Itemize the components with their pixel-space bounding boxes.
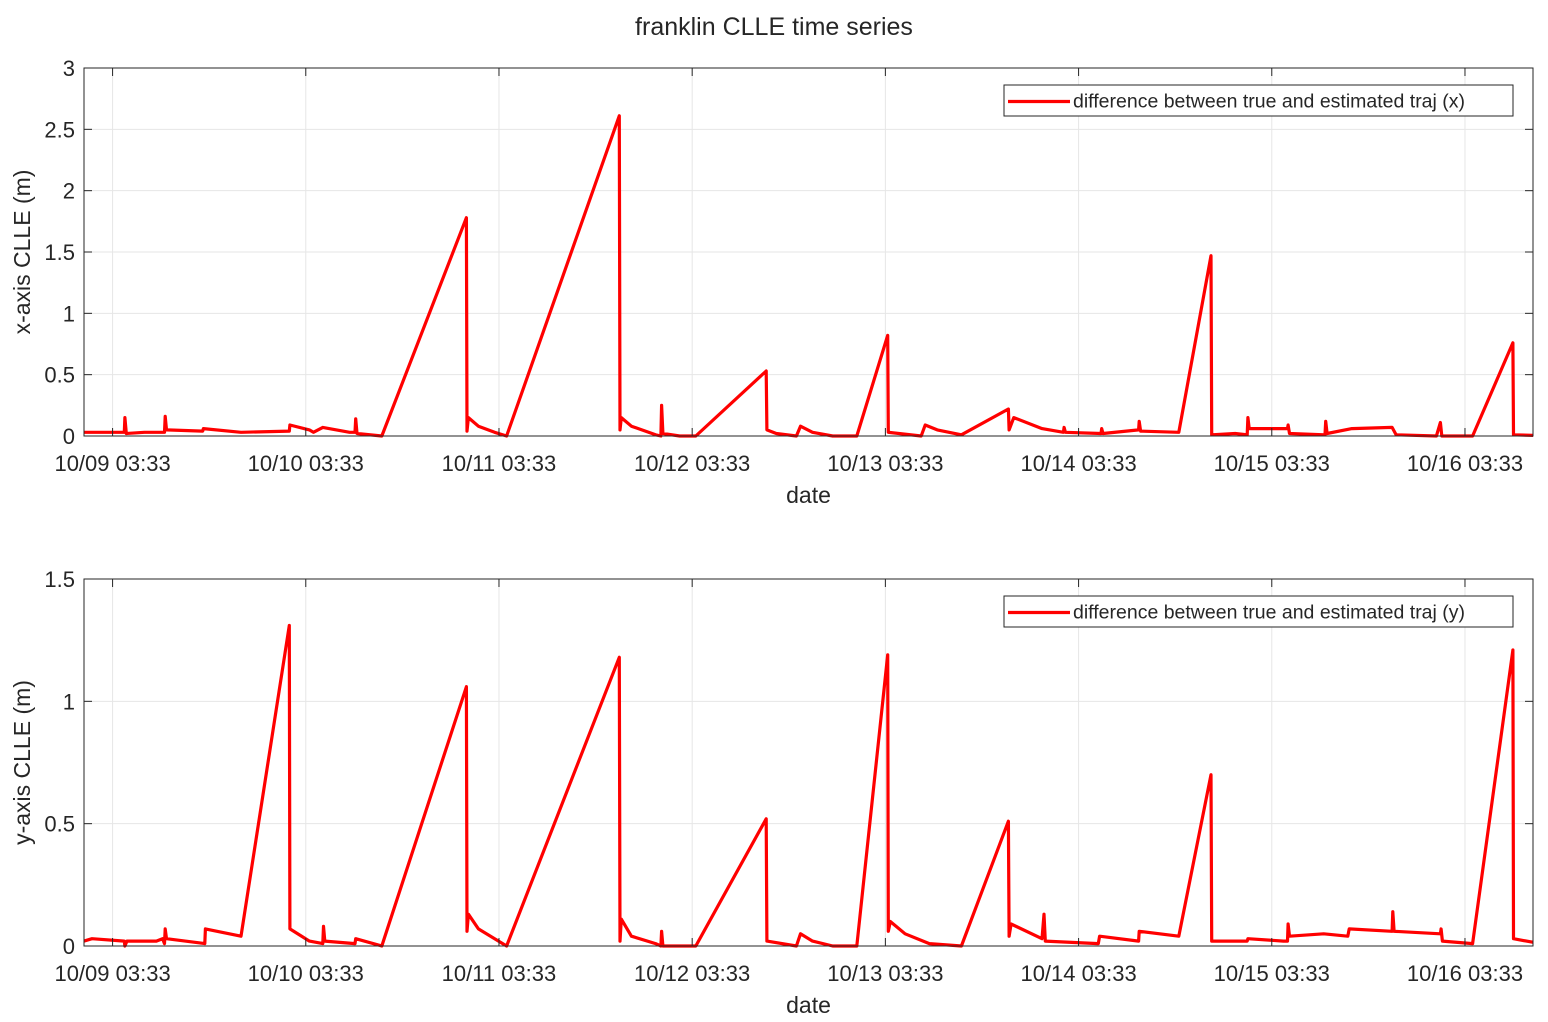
axes-box — [83, 578, 1534, 947]
figure-title: franklin CLLE time series — [635, 13, 913, 41]
x-tick-label: 10/14 03:33 — [1020, 451, 1136, 476]
x-tick-label: 10/12 03:33 — [634, 451, 750, 476]
x-tick-label: 10/11 03:33 — [442, 451, 557, 476]
x-tick-label: 10/09 03:33 — [54, 451, 170, 476]
y-tick-label: 1 — [63, 301, 75, 326]
legend-box — [1003, 84, 1514, 117]
legend-box — [1003, 595, 1514, 628]
x-tick-label: 10/15 03:33 — [1214, 451, 1330, 476]
x-tick-label: 10/16 03:33 — [1407, 451, 1523, 476]
x-tick-label: 10/11 03:33 — [442, 961, 557, 986]
series-line — [84, 623, 1533, 948]
x-axis-label: date — [786, 992, 831, 1018]
y-tick-label: 1.5 — [44, 567, 75, 592]
x-tick-label: 10/13 03:33 — [827, 451, 943, 476]
y-tick-label: 0.5 — [44, 363, 75, 388]
series-line — [84, 114, 1533, 438]
y-axis-clle-subplot: 10/09 03:33 10/10 03:33 10/11 03:33 10/12 0… — [9, 567, 1534, 1018]
plot-area — [84, 579, 1533, 946]
x-tick-label: 10/13 03:33 — [827, 961, 943, 986]
y-tick-label: 2 — [63, 179, 75, 204]
legend-label: difference between true and estimated tr… — [1073, 91, 1465, 113]
x-tick-label: 10/10 03:33 — [248, 451, 364, 476]
x-tick-label: 10/14 03:33 — [1020, 961, 1136, 986]
y-tick-label: 1 — [63, 689, 75, 714]
legend: difference between true and estimated tr… — [1003, 84, 1514, 117]
y-axis-label: y-axis CLLE (m) — [9, 680, 35, 845]
x-axis-clle-subplot: 10/09 03:33 10/10 03:33 10/11 03:33 10/12 0… — [9, 56, 1534, 508]
y-tick-label: 3 — [63, 56, 75, 81]
y-tick-label: 0 — [63, 934, 75, 959]
y-axis-label: x-axis CLLE (m) — [9, 170, 35, 335]
x-tick-label: 10/15 03:33 — [1214, 961, 1330, 986]
y-tick-label: 2.5 — [44, 117, 75, 142]
legend-label: difference between true and estimated tr… — [1073, 602, 1465, 624]
x-tick-label: 10/12 03:33 — [634, 961, 750, 986]
y-tick-label: 0 — [63, 424, 75, 449]
legend: difference between true and estimated tr… — [1003, 595, 1514, 628]
x-axis-label: date — [786, 482, 831, 508]
x-tick-label: 10/09 03:33 — [54, 961, 170, 986]
y-tick-label: 0.5 — [44, 812, 75, 837]
x-tick-label: 10/10 03:33 — [248, 961, 364, 986]
y-tick-label: 1.5 — [44, 240, 75, 265]
x-tick-label: 10/16 03:33 — [1407, 961, 1523, 986]
